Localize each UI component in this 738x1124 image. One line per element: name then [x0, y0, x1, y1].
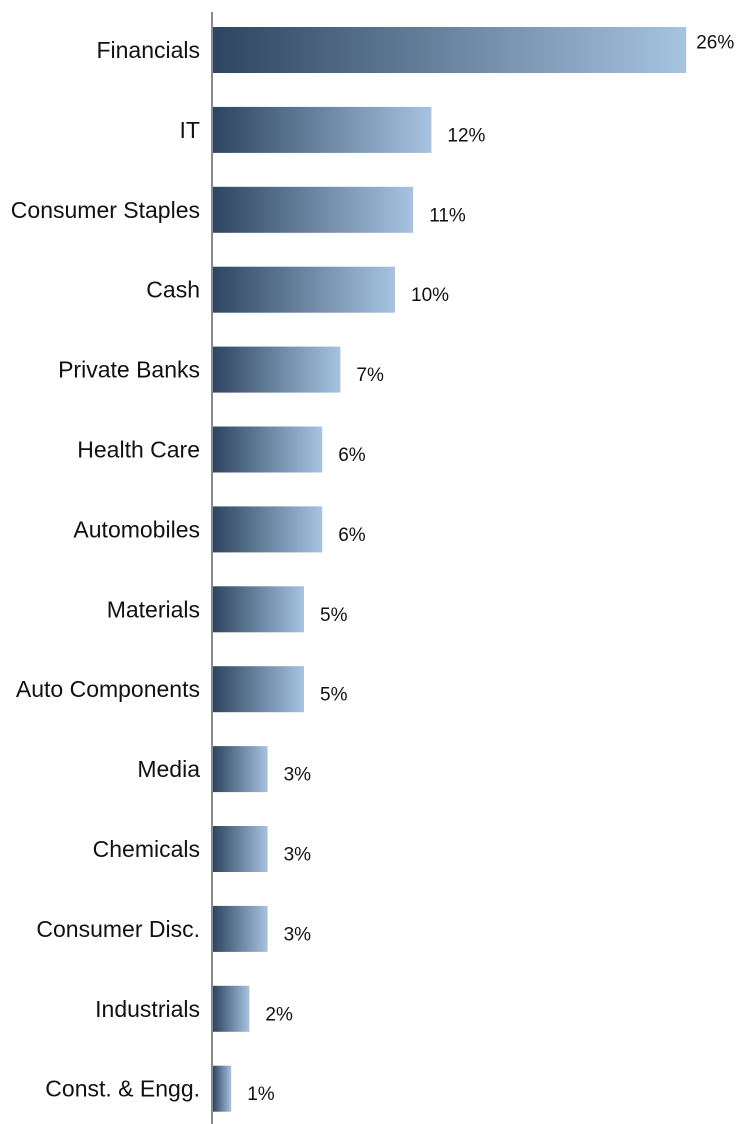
- bar-financials: [213, 27, 687, 73]
- category-label: Materials: [107, 596, 200, 622]
- category-label: Financials: [96, 37, 200, 63]
- value-label: 3%: [284, 924, 312, 945]
- value-label: 1%: [247, 1084, 275, 1105]
- bar-const-engg: [213, 1065, 232, 1112]
- value-label: 7%: [356, 365, 384, 386]
- category-label: Consumer Disc.: [36, 916, 200, 942]
- bar-media: [213, 746, 268, 793]
- category-label: Auto Components: [16, 676, 200, 702]
- bar-health-care: [213, 426, 323, 473]
- value-label: 26%: [696, 33, 734, 54]
- bar-consumer-staples: [213, 186, 414, 233]
- bar-industrials: [213, 985, 250, 1032]
- value-label: 5%: [320, 605, 348, 626]
- category-label: Media: [137, 756, 200, 782]
- bars-layer: [213, 27, 687, 1112]
- bar-materials: [213, 586, 304, 633]
- category-label: Automobiles: [73, 516, 200, 542]
- labels-layer: Financials 26% IT 12% Consumer Staples 11% Cas…: [11, 33, 735, 1106]
- category-label: Private Banks: [58, 357, 200, 383]
- value-label: 3%: [284, 765, 312, 786]
- value-label: 5%: [320, 685, 348, 706]
- bar-cash: [213, 266, 395, 313]
- value-label: 6%: [338, 445, 366, 466]
- value-label: 6%: [338, 525, 366, 546]
- bar-automobiles: [213, 506, 323, 553]
- value-label: 12%: [447, 125, 485, 146]
- category-label: IT: [180, 117, 200, 143]
- category-label: Health Care: [77, 437, 200, 463]
- value-label: 10%: [411, 285, 449, 306]
- value-label: 2%: [265, 1004, 293, 1025]
- bar-chemicals: [213, 826, 268, 872]
- category-label: Cash: [146, 277, 200, 303]
- bar-it: [213, 106, 432, 153]
- value-label: 3%: [284, 845, 312, 866]
- value-label: 11%: [429, 205, 466, 226]
- category-label: Consumer Staples: [11, 197, 200, 223]
- category-label: Chemicals: [93, 836, 200, 862]
- bar-consumer-disc: [213, 905, 268, 952]
- bar-private-banks: [213, 346, 341, 393]
- bar-auto-components: [213, 666, 304, 713]
- category-label: Industrials: [95, 996, 200, 1022]
- category-label: Const. & Engg.: [45, 1076, 200, 1102]
